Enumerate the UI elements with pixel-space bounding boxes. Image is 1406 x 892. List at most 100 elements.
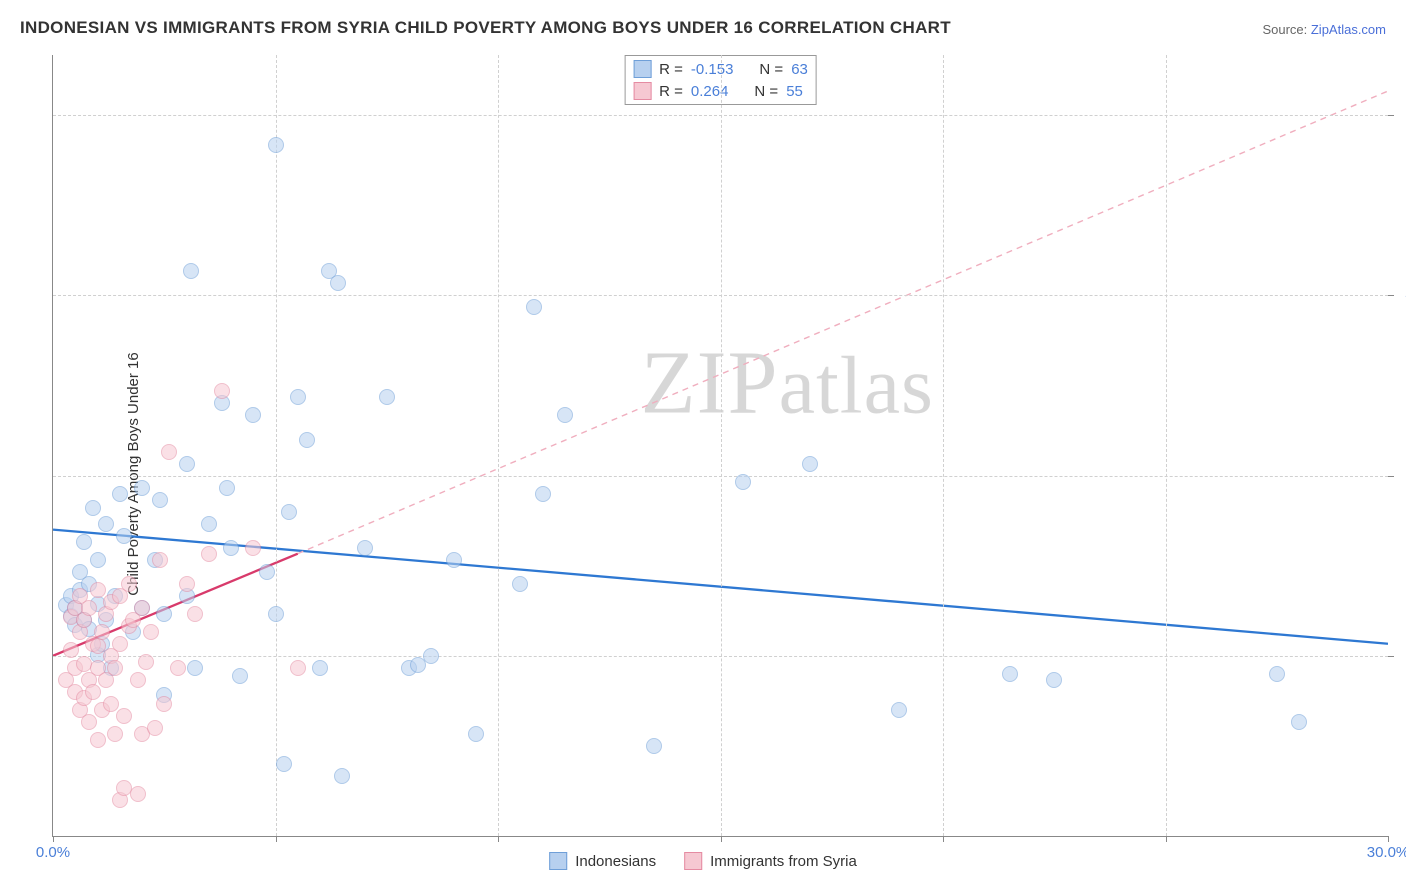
- data-point: [156, 606, 172, 622]
- data-point: [116, 528, 132, 544]
- tick-mark: [498, 836, 499, 842]
- data-point: [245, 540, 261, 556]
- data-point: [446, 552, 462, 568]
- data-point: [187, 606, 203, 622]
- data-point: [276, 756, 292, 772]
- trend-line: [298, 91, 1388, 554]
- n-value-0: 63: [791, 61, 808, 78]
- gridline-v: [498, 55, 499, 836]
- n-value-1: 55: [786, 83, 803, 100]
- data-point: [259, 564, 275, 580]
- watermark-atlas: atlas: [779, 340, 934, 431]
- data-point: [138, 654, 154, 670]
- swatch-series-1: [684, 852, 702, 870]
- data-point: [152, 492, 168, 508]
- data-point: [1291, 714, 1307, 730]
- source-link[interactable]: ZipAtlas.com: [1311, 22, 1386, 37]
- data-point: [526, 299, 542, 315]
- data-point: [268, 137, 284, 153]
- data-point: [134, 600, 150, 616]
- source-label: Source:: [1262, 22, 1310, 37]
- r-value-0: -0.153: [691, 61, 734, 78]
- data-point: [130, 786, 146, 802]
- data-point: [90, 582, 106, 598]
- tick-mark: [943, 836, 944, 842]
- data-point: [802, 456, 818, 472]
- data-point: [152, 552, 168, 568]
- data-point: [232, 668, 248, 684]
- legend-item-1: Immigrants from Syria: [684, 852, 857, 870]
- data-point: [334, 768, 350, 784]
- data-point: [112, 636, 128, 652]
- data-point: [94, 624, 110, 640]
- data-point: [290, 389, 306, 405]
- n-label: N =: [759, 61, 783, 78]
- data-point: [646, 738, 662, 754]
- data-point: [423, 648, 439, 664]
- data-point: [330, 275, 346, 291]
- data-point: [85, 500, 101, 516]
- plot-area: ZIPatlas R = -0.153 N = 63 R = 0.264 N =…: [52, 55, 1388, 837]
- legend-label-0: Indonesians: [575, 853, 656, 870]
- data-point: [179, 576, 195, 592]
- watermark-zip: ZIP: [641, 334, 779, 433]
- data-point: [1046, 672, 1062, 688]
- data-point: [299, 432, 315, 448]
- data-point: [130, 672, 146, 688]
- data-point: [76, 534, 92, 550]
- data-point: [201, 546, 217, 562]
- data-point: [90, 552, 106, 568]
- chart-title: INDONESIAN VS IMMIGRANTS FROM SYRIA CHIL…: [20, 18, 951, 38]
- data-point: [468, 726, 484, 742]
- data-point: [219, 480, 235, 496]
- r-value-1: 0.264: [691, 83, 729, 100]
- data-point: [183, 263, 199, 279]
- source-credit: Source: ZipAtlas.com: [1262, 22, 1386, 37]
- y-tick-label: 30.0%: [1393, 467, 1406, 484]
- data-point: [85, 684, 101, 700]
- data-point: [535, 486, 551, 502]
- tick-mark: [721, 836, 722, 842]
- data-point: [1269, 666, 1285, 682]
- data-point: [268, 606, 284, 622]
- data-point: [245, 407, 261, 423]
- data-point: [143, 624, 159, 640]
- data-point: [103, 696, 119, 712]
- swatch-series-1: [633, 82, 651, 100]
- data-point: [201, 516, 217, 532]
- data-point: [161, 444, 177, 460]
- tick-mark: [53, 836, 54, 842]
- gridline-v: [943, 55, 944, 836]
- gridline-v: [721, 55, 722, 836]
- data-point: [891, 702, 907, 718]
- data-point: [98, 516, 114, 532]
- swatch-series-0: [633, 60, 651, 78]
- data-point: [112, 486, 128, 502]
- data-point: [156, 696, 172, 712]
- data-point: [512, 576, 528, 592]
- data-point: [357, 540, 373, 556]
- r-label: R =: [659, 61, 683, 78]
- data-point: [379, 389, 395, 405]
- tick-mark: [276, 836, 277, 842]
- data-point: [81, 714, 97, 730]
- data-point: [214, 383, 230, 399]
- data-point: [223, 540, 239, 556]
- data-point: [290, 660, 306, 676]
- data-point: [121, 576, 137, 592]
- data-point: [187, 660, 203, 676]
- data-point: [63, 642, 79, 658]
- gridline-v: [276, 55, 277, 836]
- tick-mark: [1166, 836, 1167, 842]
- data-point: [116, 708, 132, 724]
- data-point: [179, 456, 195, 472]
- data-point: [557, 407, 573, 423]
- legend-label-1: Immigrants from Syria: [710, 853, 857, 870]
- data-point: [107, 726, 123, 742]
- watermark: ZIPatlas: [641, 332, 934, 435]
- data-point: [81, 600, 97, 616]
- bottom-legend: Indonesians Immigrants from Syria: [549, 852, 857, 870]
- data-point: [170, 660, 186, 676]
- data-point: [281, 504, 297, 520]
- data-point: [312, 660, 328, 676]
